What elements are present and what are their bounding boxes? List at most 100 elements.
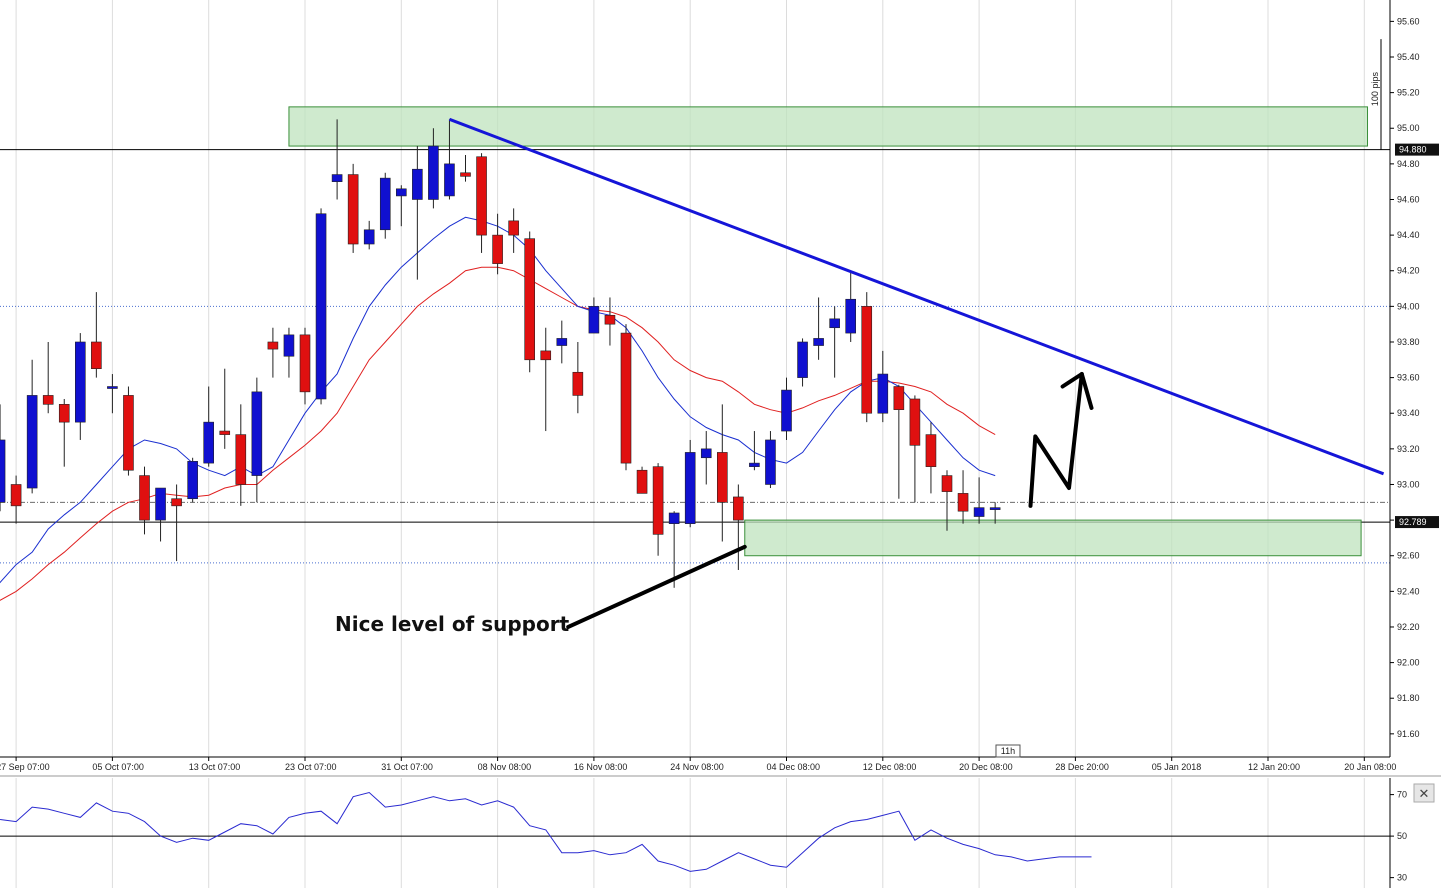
candle [716, 404, 728, 542]
candle-body-bullish [973, 507, 985, 517]
price-tick-label: 95.00 [1397, 123, 1420, 133]
candle-body-bullish [749, 462, 760, 467]
candle-body-bullish [75, 341, 86, 423]
candle-body-bullish [0, 439, 6, 503]
price-tick-label: 91.80 [1397, 693, 1420, 703]
candle [363, 220, 375, 250]
candle-body-bullish [781, 389, 792, 432]
candle-body-bullish [668, 512, 680, 524]
candle-body-bullish [26, 395, 38, 489]
candle [331, 119, 343, 200]
trendline-resistance [448, 117, 1385, 476]
candle [668, 511, 680, 588]
oscillator-pane: 70 50 30 [0, 778, 1407, 888]
price-badge-label: 94.880 [1399, 145, 1427, 155]
candle [540, 327, 552, 432]
candle-body-bullish [283, 334, 295, 357]
close-button-bg[interactable] [1413, 783, 1435, 803]
candle [123, 386, 134, 476]
candle [139, 466, 150, 535]
candle [412, 146, 423, 280]
candle-timer-label: 11h [1001, 746, 1015, 756]
candle [652, 463, 664, 556]
candle-body-bearish [604, 314, 616, 325]
time-tick-label: 27 Sep 07:00 [0, 762, 50, 772]
candle [315, 208, 327, 405]
moving-average-fast [0, 216, 996, 584]
candle-body-bullish [797, 341, 808, 378]
moving-average-slow [0, 266, 996, 601]
candle [909, 395, 921, 503]
candle-body-bearish [524, 238, 536, 361]
candle [684, 439, 696, 528]
price-tick-label: 93.20 [1397, 444, 1420, 454]
candle-body-bullish [845, 298, 857, 334]
candle [75, 333, 86, 440]
candle-body-bearish [492, 234, 503, 264]
candle-body-bullish [412, 168, 423, 200]
candle [572, 341, 584, 414]
price-tick-label: 93.40 [1397, 408, 1420, 418]
candle [973, 477, 985, 524]
close-icon[interactable]: ✕ [1419, 787, 1430, 802]
candle [203, 386, 214, 467]
candle [171, 484, 182, 562]
candle [42, 341, 54, 414]
candle-body-bullish [331, 174, 343, 182]
candle-body-bullish [187, 461, 198, 500]
candle [58, 398, 70, 467]
candle-body-bearish [540, 350, 552, 361]
candle-body-bullish [428, 145, 439, 200]
time-tick-label: 12 Jan 20:00 [1248, 762, 1300, 772]
candle [91, 292, 102, 378]
candle-body-bullish [700, 448, 712, 459]
candle [444, 119, 455, 200]
osc-tick-label: 70 [1397, 790, 1407, 800]
candle-body-bearish [10, 484, 22, 507]
candle [861, 292, 873, 423]
candle-body-bearish [733, 496, 744, 521]
price-badge [1395, 516, 1439, 529]
oscillator-close-button[interactable]: ✕ [1413, 783, 1435, 803]
annotation-text: Nice level of support [335, 612, 570, 636]
candle-body-bullish [556, 338, 568, 346]
price-tick-label: 94.00 [1397, 301, 1420, 311]
time-tick-label: 16 Nov 08:00 [574, 762, 628, 772]
time-tick-label: 05 Jan 2018 [1152, 762, 1202, 772]
candle [107, 374, 118, 414]
candle [26, 359, 38, 494]
price-tick-label: 92.60 [1397, 551, 1420, 561]
candle [765, 431, 776, 489]
osc-tick-label: 50 [1397, 831, 1407, 841]
osc-tick-label: 30 [1397, 873, 1407, 883]
candle-body-bearish [716, 452, 728, 503]
time-tick-label: 28 Dec 20:00 [1055, 762, 1109, 772]
candle [187, 457, 198, 503]
candle [10, 475, 22, 524]
time-tick-label: 04 Dec 08:00 [767, 762, 821, 772]
candle [492, 213, 503, 275]
price-badge-label: 92.789 [1399, 517, 1427, 527]
support-zone [744, 519, 1362, 557]
support-pointer-line [566, 544, 747, 629]
candle [941, 470, 953, 531]
candle-body-bearish [460, 172, 471, 177]
candle-body-bullish [155, 487, 166, 521]
projection-arrowhead [1060, 372, 1094, 410]
candle [428, 128, 439, 209]
candle-body-bullish [877, 373, 889, 414]
candle-body-bullish [588, 306, 600, 334]
candle-body-bearish [620, 332, 632, 464]
candles [0, 119, 1001, 588]
price-tick-label: 92.00 [1397, 658, 1420, 668]
candle-body-bearish [299, 334, 311, 393]
candle [155, 487, 166, 542]
price-tick-label: 93.60 [1397, 373, 1420, 383]
candle [620, 324, 632, 471]
candle [460, 154, 471, 182]
candle [700, 431, 712, 485]
candle [219, 368, 231, 449]
candle-body-bearish [42, 395, 54, 405]
candle-body-bearish [636, 469, 648, 494]
